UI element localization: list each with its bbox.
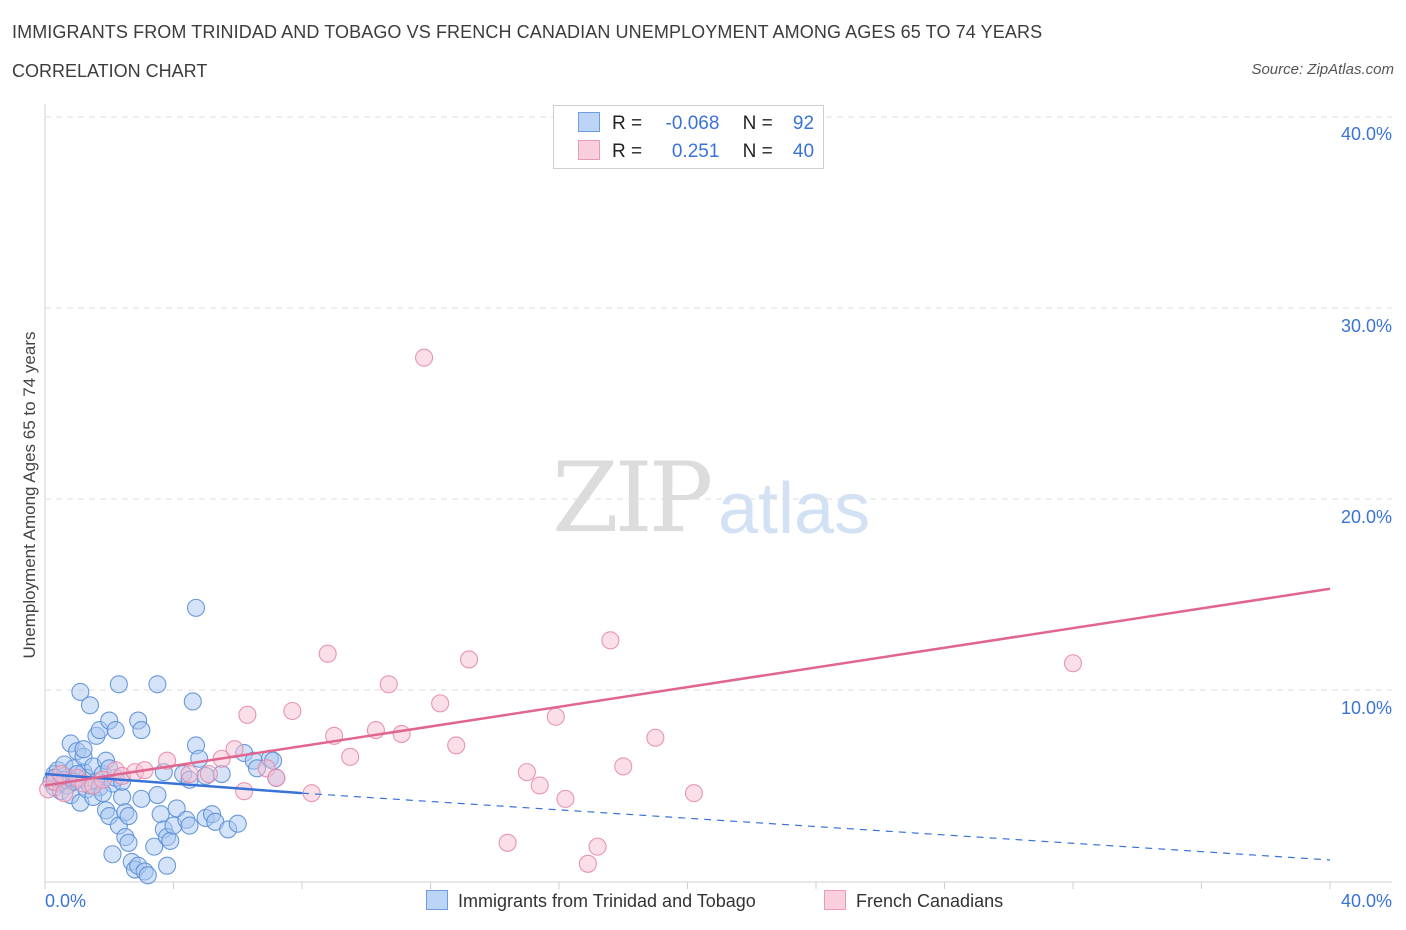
pink-point-23 — [318, 644, 337, 663]
n-value-pink: 40 — [792, 141, 815, 162]
chart-subtitle: CORRELATION CHART — [12, 61, 208, 81]
pink-point-32 — [459, 650, 479, 669]
pink-point-37 — [556, 789, 575, 808]
pink-trend-line — [44, 587, 1331, 787]
y-tick-40: 40.0% — [1340, 124, 1392, 144]
pink-point-14 — [199, 764, 218, 784]
blue-point-20 — [80, 696, 100, 715]
pink-point-38 — [578, 854, 597, 873]
pink-point-25 — [341, 747, 360, 766]
blue-point-77 — [228, 814, 247, 833]
blue-point-54 — [148, 785, 167, 805]
x-tick-left: 0.0% — [45, 891, 87, 911]
blue-point-33 — [103, 845, 122, 864]
pink-point-33 — [498, 833, 517, 852]
y-tick-20: 20.0% — [1340, 507, 1392, 527]
y-axis-label: Unemployment Among Ages 65 to 74 years — [20, 331, 39, 659]
blue-trend-line — [44, 772, 303, 795]
blue-point-42 — [119, 833, 138, 852]
blue-point-43 — [119, 807, 138, 826]
source-credit: Source: ZipAtlas.com — [1251, 61, 1394, 78]
pink-point-18 — [238, 705, 257, 724]
n-label-pink: N = — [742, 141, 773, 162]
blue-point-69 — [186, 598, 206, 617]
blue-point-90 — [74, 740, 93, 759]
blue-point-67 — [183, 692, 202, 711]
r-label-pink: R = — [612, 141, 643, 162]
pink-point-31 — [447, 736, 466, 755]
legend-blue-swatch — [426, 890, 448, 910]
y-tick-10: 10.0% — [1340, 698, 1392, 718]
pink-swatch — [578, 140, 600, 160]
correlation-legend: R = -0.068 N = 92 R = 0.251 N = 40 — [553, 105, 824, 169]
pink-point-40 — [601, 631, 620, 650]
n-value-blue: 92 — [792, 113, 815, 134]
blue-point-37 — [109, 675, 128, 694]
legend-blue-label: Immigrants from Trinidad and Tobago — [458, 891, 756, 911]
r-label-blue: R = — [612, 113, 643, 134]
pink-point-29 — [415, 348, 434, 367]
legend-series-blue: Immigrants from Trinidad and Tobago — [426, 890, 756, 912]
y-tick-30: 30.0% — [1340, 316, 1392, 336]
blue-point-65 — [180, 816, 199, 835]
pink-point-41 — [614, 757, 633, 776]
blue-point-34 — [106, 721, 125, 740]
blue-point-53 — [148, 675, 167, 694]
watermark-zip: ZIP — [552, 442, 713, 554]
r-value-blue: -0.068 — [665, 113, 720, 134]
pink-point-28 — [392, 724, 411, 743]
pink-point-34 — [517, 763, 536, 782]
pink-point-42 — [646, 728, 665, 747]
blue-trend-extension — [301, 792, 1331, 861]
pink-point-36 — [546, 707, 565, 726]
pink-point-39 — [588, 837, 607, 856]
blue-point-48 — [132, 721, 151, 740]
blue-point-49 — [132, 789, 151, 808]
pink-point-30 — [431, 694, 450, 713]
r-value-pink: 0.251 — [671, 141, 720, 162]
pink-point-35 — [530, 776, 549, 795]
blue-point-60 — [161, 831, 180, 850]
legend-pink-label: French Canadians — [856, 891, 1004, 911]
legend-row-blue: R = -0.068 N = 92 — [578, 112, 814, 140]
blue-point-38 — [113, 787, 132, 807]
pink-point-20 — [267, 768, 286, 787]
legend-series-pink: French Canadians — [824, 890, 1003, 912]
blue-point-59 — [158, 856, 177, 875]
pink-point-3 — [55, 784, 74, 803]
pink-point-17 — [235, 782, 254, 801]
n-label-blue: N = — [742, 113, 773, 134]
watermark-atlas: atlas — [718, 469, 871, 549]
pink-point-44 — [1063, 654, 1083, 673]
pink-point-13 — [180, 764, 199, 784]
blue-point-52 — [145, 837, 164, 856]
legend-pink-swatch — [824, 890, 846, 910]
pink-point-21 — [283, 701, 302, 721]
pink-point-43 — [684, 784, 703, 803]
pink-point-27 — [379, 675, 398, 694]
legend-row-pink: R = 0.251 N = 40 — [578, 140, 814, 168]
blue-point-70 — [190, 749, 209, 768]
blue-swatch — [578, 112, 600, 132]
blue-point-51 — [138, 866, 157, 885]
blue-point-15 — [71, 682, 90, 701]
x-tick-right: 40.0% — [1340, 891, 1392, 911]
chart-title: IMMIGRANTS FROM TRINIDAD AND TOBAGO VS F… — [12, 22, 1043, 42]
